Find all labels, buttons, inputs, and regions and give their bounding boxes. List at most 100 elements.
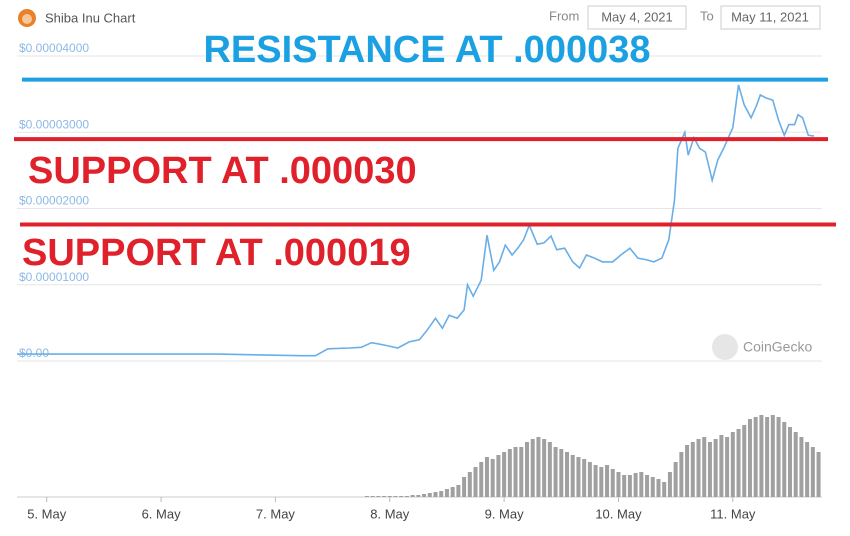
volume-bar — [433, 492, 438, 497]
to-label: To — [700, 8, 714, 23]
watermark: CoinGecko — [743, 339, 812, 355]
volume-bar — [570, 455, 575, 497]
volume-bar — [473, 467, 478, 497]
volume-bar — [587, 462, 592, 497]
volume-bar — [484, 457, 489, 497]
x-tick-label: 8. May — [370, 506, 410, 521]
volume-bar — [725, 437, 730, 497]
volume-bar — [519, 447, 524, 497]
volume-bar — [787, 427, 792, 497]
volume-bar — [696, 439, 701, 497]
volume-bar — [547, 442, 552, 497]
volume-bar — [765, 417, 770, 497]
volume-bar — [410, 495, 415, 497]
volume-bar — [605, 465, 610, 497]
volume-bar — [462, 477, 467, 497]
y-tick-label: $0.00002000 — [19, 194, 89, 208]
to-date[interactable]: May 11, 2021 — [731, 9, 809, 24]
volume-bar — [730, 432, 735, 497]
chart-title: Shiba Inu Chart — [45, 10, 136, 25]
volume-bar — [736, 429, 741, 497]
volume-bar — [650, 477, 655, 497]
volume-bar — [393, 496, 398, 497]
volume-bar — [799, 437, 804, 497]
volume-bar — [679, 452, 684, 497]
volume-bar — [502, 452, 507, 497]
volume-bar — [782, 422, 787, 497]
y-tick-label: $0.00 — [19, 346, 49, 360]
logo-face — [22, 14, 32, 24]
from-input[interactable] — [587, 5, 687, 30]
volume-bar — [456, 485, 461, 497]
volume-bar — [793, 432, 798, 497]
volume-bar — [387, 496, 392, 497]
volume-bar — [662, 482, 667, 497]
volume-bar — [450, 487, 455, 497]
volume-bar — [810, 447, 815, 497]
x-tick-label: 11. May — [710, 506, 756, 521]
watermark-logo — [712, 334, 738, 360]
volume-bar — [370, 496, 375, 497]
volume-bar — [496, 455, 501, 497]
volume-bar — [753, 417, 758, 497]
to-input[interactable] — [720, 5, 821, 30]
annotation: SUPPORT AT .000019 — [22, 232, 411, 274]
volume-bar — [742, 425, 747, 497]
volume-bar — [770, 415, 775, 497]
y-tick-label: $0.00001000 — [19, 270, 89, 284]
volume-bar — [776, 417, 781, 497]
volume-bar — [404, 496, 409, 497]
volume-bar — [490, 459, 495, 497]
volume-bar — [707, 442, 712, 497]
y-tick-label: $0.00003000 — [19, 117, 89, 131]
volume-bar — [439, 491, 444, 497]
volume-bar — [747, 419, 752, 497]
volume-bar — [713, 439, 718, 497]
x-tick-label: 6. May — [142, 506, 182, 521]
annotation: RESISTANCE AT .000038 — [203, 29, 650, 71]
volume-bar — [690, 442, 695, 497]
volume-bar — [627, 475, 632, 497]
volume-bar — [645, 475, 650, 497]
volume-bar — [553, 447, 558, 497]
volume-bar — [593, 465, 598, 497]
price-line — [17, 84, 815, 357]
volume-bar — [639, 472, 644, 497]
volume-bar — [616, 472, 621, 497]
volume-bar — [422, 494, 427, 497]
volume-bar — [702, 437, 707, 497]
volume-bar — [513, 447, 518, 497]
volume-bar — [507, 449, 512, 497]
volume-bar — [565, 452, 570, 497]
volume-bar — [530, 439, 535, 497]
volume-bar — [667, 472, 672, 497]
x-tick-label: 9. May — [485, 506, 525, 521]
volume-bar — [622, 475, 627, 497]
volume-bar — [559, 449, 564, 497]
volume-bar — [399, 496, 404, 497]
volume-bar — [576, 457, 581, 497]
volume-bar — [364, 496, 369, 497]
volume-bar — [382, 496, 387, 497]
volume-bar — [673, 462, 678, 497]
annotation: SUPPORT AT .000030 — [28, 150, 417, 192]
volume-bar — [376, 496, 381, 497]
volume-bar — [685, 445, 690, 497]
volume-bar — [524, 442, 529, 497]
volume-bar — [536, 437, 541, 497]
from-date[interactable]: May 4, 2021 — [601, 9, 673, 24]
volume-bar — [479, 462, 484, 497]
volume-bar — [427, 493, 432, 497]
volume-bar — [610, 469, 615, 497]
x-tick-label: 7. May — [256, 506, 296, 521]
x-tick-label: 5. May — [27, 506, 67, 521]
from-label: From — [549, 8, 579, 23]
y-tick-label: $0.00004000 — [19, 41, 89, 55]
volume-bar — [816, 452, 821, 497]
volume-bar — [656, 479, 661, 497]
volume-bar — [542, 439, 547, 497]
volume-bar — [759, 415, 764, 497]
volume-bar — [599, 467, 604, 497]
